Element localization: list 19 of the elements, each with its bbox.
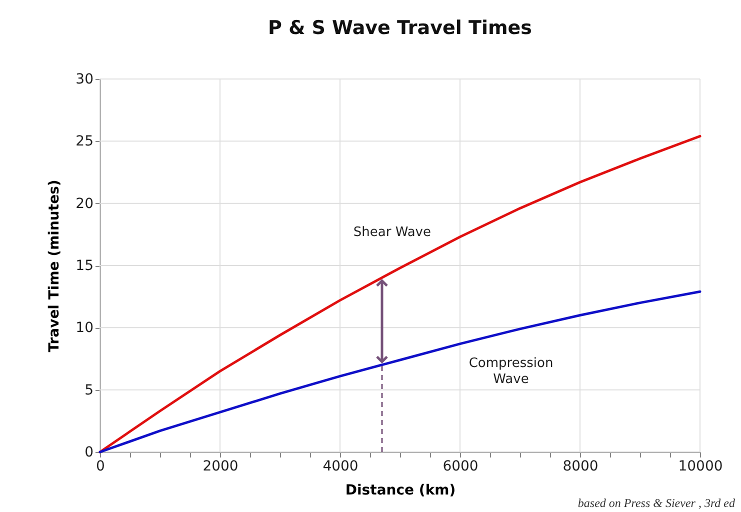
x-tick-label: 6000 (442, 458, 478, 474)
series-label: Compression Wave (468, 356, 554, 388)
y-tick-label: 5 (84, 382, 94, 398)
x-tick-label: 10000 (678, 458, 723, 474)
x-tick-label: 0 (96, 458, 105, 474)
x-axis-title: Distance (km) (345, 482, 456, 498)
chart-title: P & S Wave Travel Times (268, 17, 532, 39)
y-tick-label: 25 (76, 134, 94, 150)
x-tick-label: 4000 (322, 458, 358, 474)
text: based on Press & Siever , 3rd ed (578, 496, 736, 510)
y-tick-label: 10 (76, 320, 94, 336)
series-label: Shear Wave (353, 225, 432, 240)
x-tick-label: 8000 (562, 458, 598, 474)
y-axis-title: Travel Time (minutes) (46, 180, 63, 352)
y-tick-label: 0 (84, 444, 94, 460)
y-tick-label: 20 (76, 196, 94, 212)
y-tick-label: 30 (76, 72, 94, 88)
x-tick-label: 2000 (202, 458, 238, 474)
y-tick-label: 15 (76, 258, 94, 274)
